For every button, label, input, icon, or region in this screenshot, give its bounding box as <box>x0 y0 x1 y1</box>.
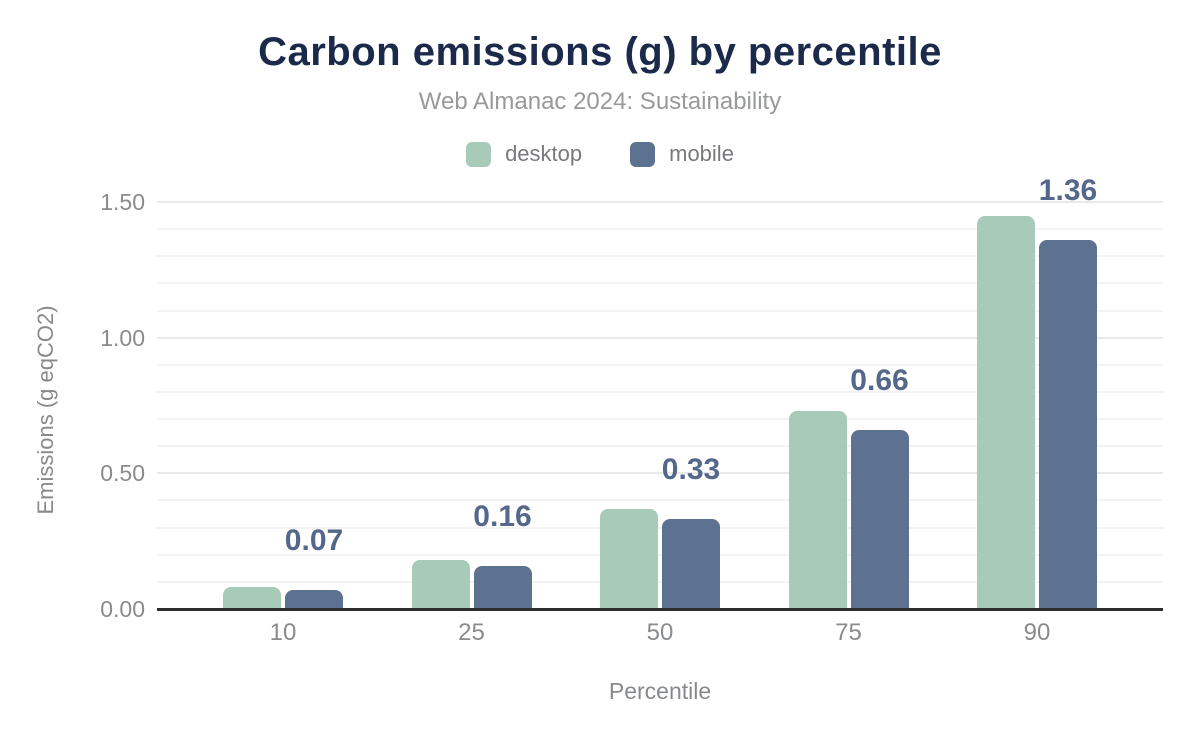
y-tick-label: 0.00 <box>100 596 145 622</box>
gridline <box>157 499 1163 502</box>
bar-mobile-p25 <box>473 565 532 609</box>
chart-title: Carbon emissions (g) by percentile <box>258 30 942 74</box>
bar-desktop-p50 <box>600 508 658 609</box>
gridline <box>157 282 1163 285</box>
gridline <box>157 418 1163 421</box>
bar-value-label: 1.36 <box>1038 174 1098 207</box>
plot-area: 0.07 0.16 0.33 0.66 1.36 <box>157 176 1163 611</box>
y-axis-tick-labels: 0.00 0.50 1.00 1.50 <box>55 190 145 621</box>
gridline <box>157 363 1163 366</box>
bar-desktop-p10 <box>223 587 281 609</box>
legend-item-desktop: desktop <box>466 141 582 167</box>
x-tick-label: 10 <box>269 619 297 646</box>
bar-desktop-p90 <box>977 215 1035 609</box>
legend-item-mobile: mobile <box>630 141 734 167</box>
gridline <box>157 472 1163 475</box>
y-tick-label: 1.50 <box>100 189 145 215</box>
gridline <box>157 445 1163 448</box>
bar-value-label: 0.33 <box>661 453 721 487</box>
legend-label-mobile: mobile <box>669 141 734 166</box>
gridline <box>157 526 1163 529</box>
x-tick-label: 25 <box>458 619 485 646</box>
x-axis-tick-labels: 10 25 50 75 90 <box>157 619 1163 651</box>
legend-label-desktop: desktop <box>505 141 583 166</box>
x-tick-label: 90 <box>1023 619 1051 646</box>
x-tick-label: 50 <box>646 619 674 646</box>
gridline <box>157 336 1163 339</box>
bar-mobile-p10 <box>285 590 343 609</box>
gridline <box>157 228 1163 231</box>
bar-mobile-p75 <box>850 429 909 609</box>
gridline <box>157 255 1163 258</box>
legend-swatch-mobile-icon <box>630 141 656 167</box>
gridline <box>157 201 1163 203</box>
x-axis-title: Percentile <box>608 678 712 704</box>
bar-mobile-p50 <box>662 519 720 609</box>
y-tick-label: 1.00 <box>100 324 145 351</box>
bar-value-label: 0.07 <box>284 524 344 558</box>
bar-value-label: 0.16 <box>473 499 532 533</box>
legend: desktop mobile <box>0 141 1200 167</box>
bar-desktop-p75 <box>788 410 847 609</box>
legend-swatch-desktop-icon <box>466 141 492 167</box>
bar-value-label: 0.66 <box>850 363 909 397</box>
bar-mobile-p90 <box>1039 240 1097 609</box>
gridline <box>157 390 1163 393</box>
x-axis-line <box>157 607 1163 611</box>
gridline <box>157 580 1163 583</box>
chart-subtitle: Web Almanac 2024: Sustainability <box>418 88 782 115</box>
gridline <box>157 309 1163 312</box>
gridline <box>157 553 1163 556</box>
y-tick-label: 0.50 <box>100 460 145 487</box>
bar-desktop-p25 <box>411 560 470 609</box>
x-tick-label: 75 <box>835 619 862 646</box>
